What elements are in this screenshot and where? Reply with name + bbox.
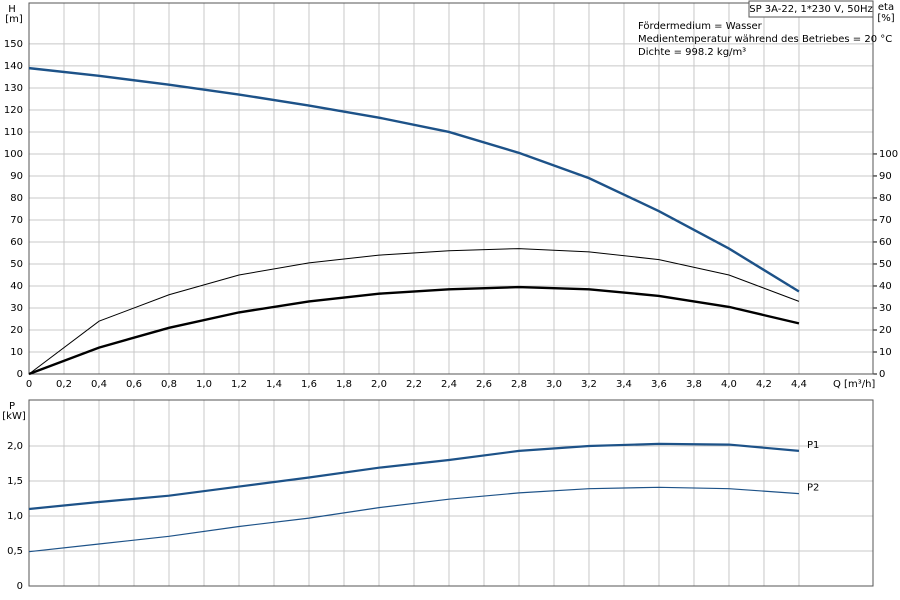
title-box xyxy=(748,0,874,18)
x-tick-label: 3,6 xyxy=(651,379,667,390)
x-tick-label: 2,2 xyxy=(406,379,422,390)
y-tick-label: 150 xyxy=(4,39,23,50)
y-tick-label: 30 xyxy=(10,303,23,314)
y-tick-label: 120 xyxy=(4,105,23,116)
x-tick-label: 3,8 xyxy=(686,379,702,390)
x-tick-label: 1,6 xyxy=(301,379,317,390)
y2-tick-label: 20 xyxy=(879,325,892,336)
y-tick-label: 0,5 xyxy=(7,546,23,557)
x-tick-label: 3,2 xyxy=(581,379,597,390)
x-tick-label: 2,8 xyxy=(511,379,527,390)
x-tick-label: 0,4 xyxy=(91,379,107,390)
x-tick-label: 3,0 xyxy=(546,379,562,390)
y2-tick-label: 80 xyxy=(879,193,892,204)
chart-title: SP 3A-22, 1*230 V, 50Hz xyxy=(749,4,873,15)
y-tick-label: 90 xyxy=(10,171,23,182)
annotation: Medientemperatur während des Betriebes =… xyxy=(638,34,892,45)
y2-tick-label: 100 xyxy=(879,149,898,160)
y-tick-label: 50 xyxy=(10,259,23,270)
y2-tick-label: 40 xyxy=(879,281,892,292)
y-tick-label: 100 xyxy=(4,149,23,160)
x-tick-label: 2,6 xyxy=(476,379,492,390)
y-tick-label: 80 xyxy=(10,193,23,204)
y-tick-label: 0 xyxy=(17,369,23,380)
x-tick-label: 4,4 xyxy=(791,379,807,390)
y-tick-label: 1,5 xyxy=(7,476,23,487)
y-axis-label: P xyxy=(9,401,15,412)
curve xyxy=(28,285,800,376)
y-tick-label: 110 xyxy=(4,127,23,138)
y-tick-label: 2,0 xyxy=(7,441,23,452)
y-tick-label: 0 xyxy=(17,581,23,592)
x-tick-label: 2,0 xyxy=(371,379,387,390)
y-tick-label: 70 xyxy=(10,215,23,226)
x-tick-label: 4,2 xyxy=(756,379,772,390)
plot-frame xyxy=(28,399,874,587)
annotation: Fördermedium = Wasser xyxy=(638,21,763,32)
x-tick-label: 1,4 xyxy=(266,379,282,390)
y2-tick-label: 50 xyxy=(879,259,892,270)
y-axis-label: H xyxy=(8,4,16,15)
x-tick-label: 3,4 xyxy=(616,379,632,390)
y2-tick-label: 30 xyxy=(879,303,892,314)
y-axis-unit: [kW] xyxy=(2,411,26,422)
y2-tick-label: 10 xyxy=(879,347,892,358)
y-tick-label: 20 xyxy=(10,325,23,336)
y-tick-label: 40 xyxy=(10,281,23,292)
x-tick-label: 1,2 xyxy=(231,379,247,390)
x-tick-label: 1,8 xyxy=(336,379,352,390)
curve xyxy=(28,248,800,375)
y2-axis-unit: [%] xyxy=(877,13,894,24)
annotation: Dichte = 998.2 kg/m³ xyxy=(638,47,746,58)
y-tick-label: 130 xyxy=(4,83,23,94)
x-tick-label: 0,2 xyxy=(56,379,72,390)
x-axis-label: Q [m³/h] xyxy=(833,379,875,390)
x-tick-label: 0 xyxy=(26,379,32,390)
y2-tick-label: 70 xyxy=(879,215,892,226)
x-tick-label: 0,6 xyxy=(126,379,142,390)
y-tick-label: 10 xyxy=(10,347,23,358)
curve xyxy=(28,442,800,511)
y-tick-label: 1,0 xyxy=(7,511,23,522)
y2-tick-label: 60 xyxy=(879,237,892,248)
x-tick-label: 2,4 xyxy=(441,379,457,390)
curve-label: P2 xyxy=(807,483,819,494)
x-tick-label: 1,0 xyxy=(196,379,212,390)
y2-axis-label: eta xyxy=(878,2,894,13)
curve-label: P1 xyxy=(807,440,819,451)
curve xyxy=(28,486,800,553)
y2-tick-label: 0 xyxy=(879,369,885,380)
x-tick-label: 0,8 xyxy=(161,379,177,390)
curve xyxy=(28,66,800,293)
x-tick-label: 4,0 xyxy=(721,379,737,390)
y-tick-label: 60 xyxy=(10,237,23,248)
y2-tick-label: 90 xyxy=(879,171,892,182)
y-axis-unit: [m] xyxy=(5,14,23,25)
y-tick-label: 140 xyxy=(4,61,23,72)
plot-frame xyxy=(28,2,874,375)
